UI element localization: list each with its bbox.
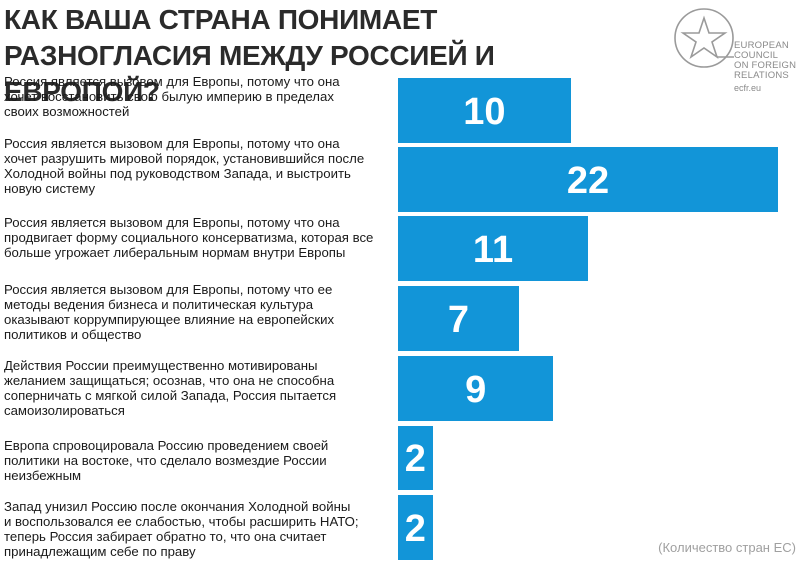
bar-value-label: 22	[566, 159, 610, 202]
category-label-line: методы ведения бизнеса и политическая ку…	[4, 297, 314, 312]
category-label: Запад унизил Россию после окончания Холо…	[4, 499, 396, 559]
category-label-line: неизбежным	[4, 468, 82, 483]
bar	[398, 147, 778, 212]
category-label: Россия является вызовом для Европы, пото…	[4, 282, 396, 342]
bar-value-label: 2	[404, 438, 426, 480]
bar	[398, 495, 433, 560]
unit-note: (Количество стран ЕС)	[658, 540, 796, 555]
category-label-line: соперничать с мягкой силой Запада, Росси…	[4, 388, 337, 403]
category-label: Россия является вызовом для Европы, пото…	[4, 136, 396, 196]
category-label-line: желанием защищаться; осознав, что она не…	[4, 373, 335, 388]
bar	[398, 78, 571, 143]
bar	[398, 426, 433, 490]
category-label-line: продвигает форму социального консерватиз…	[4, 230, 374, 245]
logo-line: COUNCIL	[734, 50, 779, 61]
category-label-line: больше угрожает либеральным нормам внутр…	[4, 245, 346, 260]
category-label-line: и воспользовался ее слабостью, чтобы рас…	[4, 514, 359, 529]
category-label: Россия является вызовом для Европы, пото…	[4, 215, 396, 260]
category-label-line: политики на востоке, что сделало возмезд…	[4, 453, 327, 468]
category-label: Европа спровоцировала Россию проведением…	[4, 438, 396, 483]
bar-value-label: 9	[465, 368, 487, 411]
category-label-line: самоизолироваться	[4, 403, 125, 418]
bar	[398, 286, 519, 351]
bar-value-label: 11	[472, 228, 514, 271]
logo-line: RELATIONS	[734, 70, 789, 81]
logo-line: ON FOREIGN	[734, 60, 797, 71]
category-label: Действия России преимущественно мотивиро…	[4, 358, 396, 418]
chart-title-line: КАК ВАША СТРАНА ПОНИМАЕТ	[4, 4, 438, 35]
chart-title-line: РАЗНОГЛАСИЯ МЕЖДУ РОССИЕЙ И ЕВРОПОЙ?	[4, 40, 495, 107]
bar-value-label: 7	[447, 298, 470, 341]
bar	[398, 356, 554, 421]
category-label-line: Холодной войны под руководством Запада, …	[4, 166, 351, 181]
chart-title: КАК ВАША СТРАНА ПОНИМАЕТ РАЗНОГЛАСИЯ МЕЖ…	[4, 2, 644, 110]
category-label-line: хочет разрушить мировой порядок, установ…	[4, 151, 365, 166]
logo-site: ecfr.eu	[734, 83, 762, 93]
category-label-line: принадлежащим себе по праву	[4, 544, 196, 559]
bar	[398, 216, 588, 281]
category-label-line: Запад унизил Россию после окончания Холо…	[4, 499, 351, 514]
category-label: Россия является вызовом для Европы, пото…	[4, 74, 396, 119]
category-label-line: новую систему	[4, 181, 96, 196]
category-label-line: теперь Россия забирает обратно то, что о…	[4, 529, 327, 544]
ecfr-logo: EUROPEAN COUNCIL ON FOREIGN RELATIONS ec…	[672, 4, 800, 93]
category-label-line: своих возможностей	[4, 104, 130, 119]
category-label-line: Россия является вызовом для Европы, пото…	[4, 136, 340, 151]
category-label-line: Действия России преимущественно мотивиро…	[4, 358, 318, 373]
category-label-line: хочет восстановить свою былую империю в …	[4, 89, 334, 104]
logo-line: EUROPEAN	[734, 40, 789, 51]
category-label-line: Россия является вызовом для Европы, пото…	[4, 74, 340, 89]
category-label-line: оказывают коррумпирующее влияние на евро…	[4, 312, 335, 327]
bar-value-label: 2	[404, 507, 426, 550]
star-logo-icon	[674, 8, 734, 68]
category-label-line: политиков и общество	[4, 327, 142, 342]
bar-value-label: 10	[463, 90, 506, 133]
category-label-line: Россия является вызовом для Европы, пото…	[4, 215, 340, 230]
logo-wordmark: EUROPEAN COUNCIL ON FOREIGN RELATIONS	[734, 41, 796, 81]
category-label-line: Россия является вызовом для Европы, пото…	[4, 282, 333, 297]
category-label-line: Европа спровоцировала Россию проведением…	[4, 438, 329, 453]
